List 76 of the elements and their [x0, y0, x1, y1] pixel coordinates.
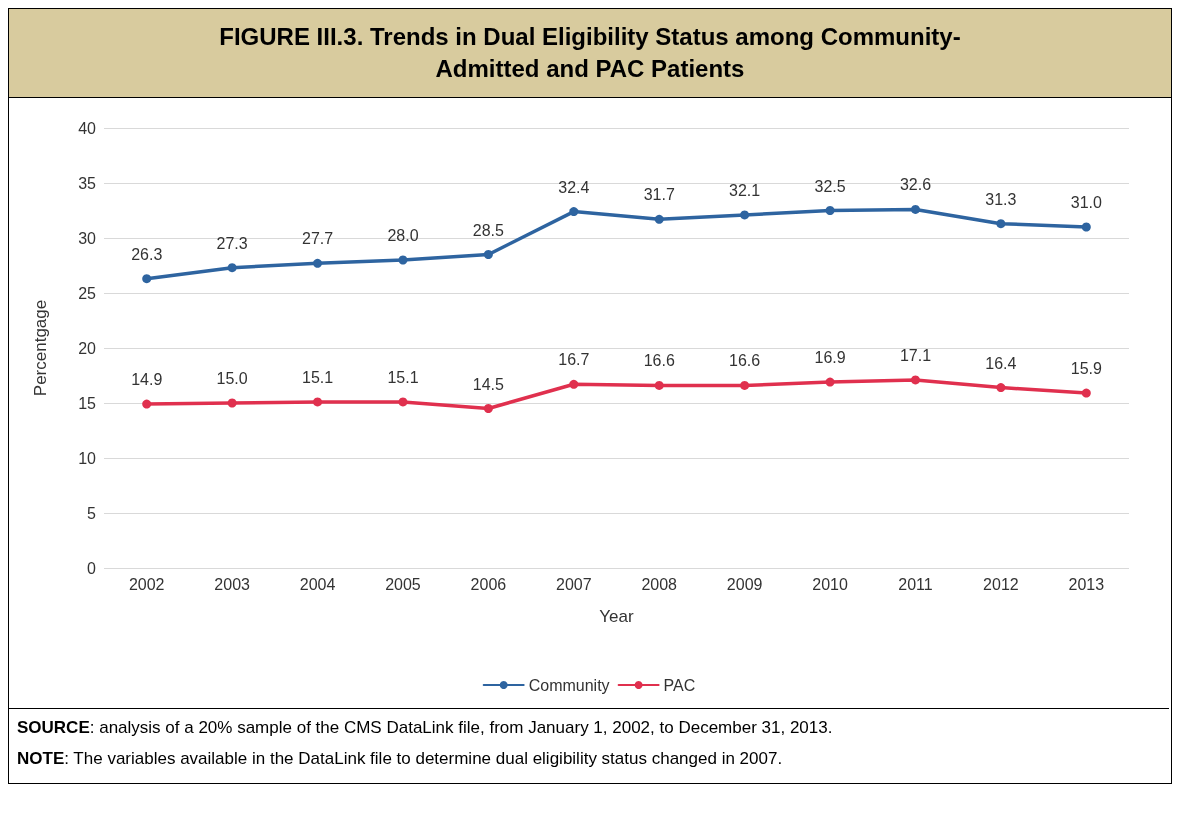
data-label: 15.1 [301, 368, 334, 386]
y-tick-label: 25 [78, 284, 97, 302]
point [825, 206, 835, 215]
y-tick-label: 20 [78, 339, 97, 357]
point [483, 404, 493, 413]
point [740, 380, 750, 390]
point [1081, 388, 1091, 398]
x-tick-label: 2009 [726, 575, 763, 593]
y-tick-label: 40 [78, 119, 97, 137]
chart-title: FIGURE III.3. Trends in Dual Eligibility Status among Community-Admitted and PAC Patients [9, 9, 1171, 98]
y-tick-label: 0 [87, 559, 97, 577]
x-tick-label: 2002 [128, 575, 165, 593]
data-label: 16.6 [643, 352, 675, 370]
x-tick-label: 2011 [898, 575, 933, 593]
point [227, 263, 237, 273]
x-tick-label: 2003 [214, 575, 251, 593]
data-label: 16.6 [729, 352, 761, 370]
point [569, 207, 579, 217]
data-label: 26.3 [131, 245, 163, 263]
point [996, 219, 1006, 229]
x-tick-label: 2013 [1068, 575, 1105, 593]
point [654, 380, 664, 390]
data-label: 32.5 [814, 177, 846, 195]
data-label: 17.1 [899, 346, 932, 364]
point [910, 204, 920, 214]
text: NOTE: The variables available in the DataLink file to determine dual eligibility status changed in 2007. [17, 749, 783, 768]
point [313, 397, 323, 407]
data-label: 32.1 [729, 181, 761, 199]
data-label: 27.3 [216, 234, 248, 252]
point [142, 399, 152, 409]
point [483, 250, 493, 259]
data-label: 31.7 [643, 186, 675, 204]
point [996, 383, 1006, 393]
point [398, 255, 408, 265]
y-axis-title: Percentgage [31, 299, 50, 397]
y-tick-label: 5 [87, 504, 97, 522]
point [227, 398, 237, 408]
point [313, 258, 323, 268]
x-tick-label: 2010 [812, 575, 848, 593]
data-label: 14.5 [472, 375, 505, 393]
data-label: 16.4 [985, 354, 1017, 372]
point [1081, 222, 1091, 232]
legend-label: Community [528, 676, 610, 694]
x-tick-label: 2005 [385, 575, 421, 593]
point [825, 377, 835, 387]
x-tick-label: 2008 [641, 575, 678, 593]
point [398, 397, 408, 407]
point [910, 375, 920, 385]
x-tick-label: 2007 [555, 575, 592, 593]
y-tick-label: 30 [78, 229, 97, 247]
data-label: 16.7 [558, 351, 590, 369]
data-label: 32.6 [899, 176, 932, 194]
data-label: 31.0 [1070, 194, 1102, 211]
point [569, 379, 579, 389]
point [740, 210, 750, 220]
x-tick-label: 2012 [983, 575, 1019, 593]
point [142, 274, 152, 284]
data-label: 31.3 [985, 190, 1017, 208]
data-label: 15.0 [216, 370, 248, 387]
data-label: 16.9 [814, 349, 846, 367]
data-label: 14.9 [131, 371, 163, 389]
x-tick-label: 2006 [470, 575, 507, 593]
data-label: 15.1 [387, 368, 419, 386]
x-axis-title: Year [599, 607, 635, 626]
data-label: 27.7 [301, 230, 334, 248]
data-label: 28.0 [387, 227, 419, 244]
source-note: SOURCE: analysis of a 20% sample of the CMS DataLink file, from January 1, 2002, to December 31, 2013. [17, 718, 833, 737]
point [654, 214, 664, 224]
y-tick-label: 35 [78, 174, 97, 192]
data-label: 15.9 [1070, 360, 1102, 378]
y-tick-label: 15 [78, 394, 97, 412]
data-label: 32.4 [558, 178, 590, 196]
data-label: 28.5 [472, 221, 505, 239]
y-tick-label: 10 [78, 449, 97, 467]
x-tick-label: 2004 [299, 575, 336, 593]
legend-label: PAC [663, 676, 696, 694]
